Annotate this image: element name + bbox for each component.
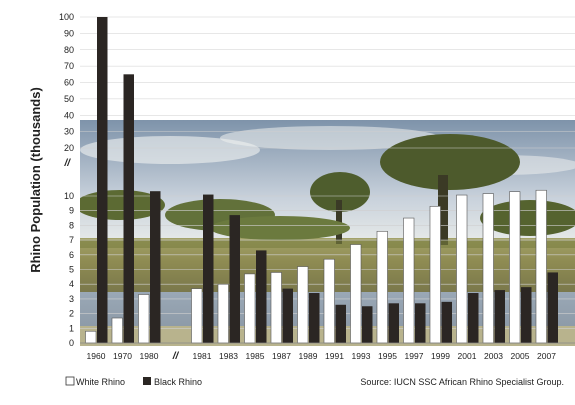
- x-tick-label: 1960: [87, 351, 106, 361]
- bar-white-rhino-1980: [138, 294, 150, 344]
- bar-white-rhino-1997: [403, 217, 415, 344]
- x-tick-label: 1995: [378, 351, 397, 361]
- bar-white-rhino-1993: [350, 244, 362, 344]
- x-tick-label: 2005: [511, 351, 530, 361]
- bar-black-rhino-1993: [362, 306, 373, 343]
- bar-white-rhino-1983: [217, 283, 229, 344]
- bar-white-rhino-1960: [85, 330, 97, 344]
- x-tick-label: 1997: [405, 351, 424, 361]
- y-tick-label: 7: [69, 235, 74, 245]
- x-tick-label: 2007: [537, 351, 556, 361]
- legend-label-black-rhino: Black Rhino: [154, 377, 202, 387]
- y-tick-label: 4: [69, 279, 74, 289]
- y-tick-label: //: [63, 158, 71, 169]
- bar-black-rhino-1991: [335, 304, 346, 343]
- y-tick-label: 3: [69, 294, 74, 304]
- y-tick-label: 10: [64, 191, 74, 201]
- legend: White Rhino Black Rhino: [65, 376, 202, 387]
- bar-black-rhino-1980: [150, 191, 161, 343]
- x-tick-label: 1981: [193, 351, 212, 361]
- bar-white-rhino-1989: [297, 266, 309, 344]
- y-tick-label: 8: [69, 220, 74, 230]
- bar-white-rhino-1991: [323, 258, 335, 344]
- bar-white-rhino-2005: [509, 191, 521, 344]
- x-tick-label: 2003: [484, 351, 503, 361]
- bar-black-rhino-1960: [97, 17, 108, 343]
- bar-white-rhino-1985: [244, 273, 256, 344]
- bar-white-rhino-1995: [376, 230, 388, 344]
- y-tick-label: 1: [69, 323, 74, 333]
- x-tick-label: 1970: [113, 351, 132, 361]
- y-tick-label: 40: [64, 110, 74, 120]
- y-tick-label: 5: [69, 265, 74, 275]
- bar-white-rhino-2007: [535, 189, 547, 344]
- bar-black-rhino-1999: [441, 301, 452, 343]
- x-tick-label: 1983: [219, 351, 238, 361]
- bar-black-rhino-1981: [203, 194, 214, 343]
- x-tick-label: 1993: [352, 351, 371, 361]
- y-axis-label: Rhino Population (thousands): [28, 87, 43, 273]
- x-tick-label: 1999: [431, 351, 450, 361]
- y-tick-label: 70: [64, 61, 74, 71]
- bar-black-rhino-2007: [547, 272, 558, 343]
- y-tick-label: 80: [64, 45, 74, 55]
- y-tick-label: 2: [69, 309, 74, 319]
- y-tick-label: 9: [69, 206, 74, 216]
- bar-black-rhino-2005: [521, 287, 532, 343]
- bars: [80, 17, 575, 344]
- y-tick-label: 60: [64, 78, 74, 88]
- bar-black-rhino-1997: [415, 303, 426, 343]
- y-tick-label: 0: [69, 338, 74, 348]
- bar-white-rhino-2001: [456, 194, 468, 344]
- bar-white-rhino-1981: [191, 288, 203, 344]
- bar-white-rhino-2003: [482, 193, 494, 344]
- y-tick-label: 90: [64, 28, 74, 38]
- y-tick-label: 20: [64, 143, 74, 153]
- y-tick-label: 6: [69, 250, 74, 260]
- bar-white-rhino-1999: [429, 205, 441, 344]
- bar-black-rhino-2001: [468, 293, 479, 343]
- x-tick-label: //: [172, 351, 180, 362]
- legend-swatch-white-rhino: [65, 376, 75, 386]
- x-tick-label: 1989: [299, 351, 318, 361]
- bar-black-rhino-1987: [282, 288, 293, 343]
- bar-black-rhino-1985: [256, 250, 267, 343]
- x-tick-label: 2001: [458, 351, 477, 361]
- source-note: Source: IUCN SSC African Rhino Specialis…: [360, 377, 564, 387]
- x-axis-ticks: 1960 1970 1980 // 1981 1983 1985 1987 1989 1991 19…: [87, 351, 557, 362]
- bar-black-rhino-1995: [388, 303, 399, 343]
- bar-black-rhino-2003: [494, 290, 505, 343]
- bar-white-rhino-1987: [270, 272, 282, 344]
- legend-label-white-rhino: White Rhino: [76, 377, 125, 387]
- x-tick-label: 1991: [325, 351, 344, 361]
- y-axis-ticks: 0 1 2 3 4 5 6 7 8 9 10 // 20 30 40 50 60 70 80 90 100: [59, 12, 74, 348]
- y-tick-label: 100: [59, 12, 74, 22]
- y-tick-label: 30: [64, 127, 74, 137]
- x-tick-label: 1980: [140, 351, 159, 361]
- bar-black-rhino-1989: [309, 293, 320, 343]
- x-tick-label: 1985: [246, 351, 265, 361]
- bar-white-rhino-1970: [111, 317, 123, 344]
- y-tick-label: 50: [64, 94, 74, 104]
- x-tick-label: 1987: [272, 351, 291, 361]
- legend-swatch-black-rhino: [143, 377, 151, 385]
- bar-black-rhino-1983: [229, 215, 240, 343]
- bar-black-rhino-1970: [123, 74, 134, 343]
